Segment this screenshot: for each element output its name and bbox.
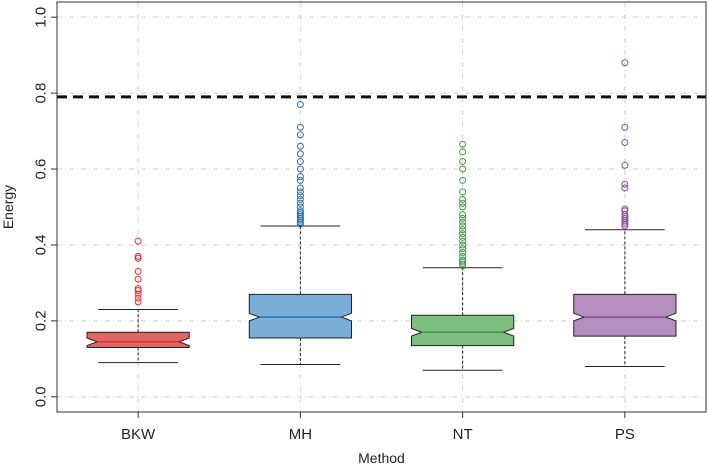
outlier-point-nt: [459, 241, 467, 249]
outlier-point-mh: [296, 131, 304, 139]
outlier-point-nt: [459, 140, 467, 148]
outlier-point-nt: [459, 157, 467, 165]
outlier-point-bkw: [134, 287, 142, 295]
x-tick-label-nt: NT: [453, 426, 473, 443]
outlier-point-mh: [296, 150, 304, 158]
outlier-point-mh: [296, 203, 304, 211]
boxes-layer: [86, 59, 677, 371]
outlier-point-ps: [621, 59, 629, 67]
x-axis-title: Method: [358, 450, 405, 466]
outlier-point-nt: [459, 176, 467, 184]
outlier-point-nt: [459, 199, 467, 207]
outlier-point-ps: [621, 214, 629, 222]
outlier-point-nt: [459, 230, 467, 238]
outlier-point-mh: [296, 101, 304, 108]
x-tick-label-bkw: BKW: [121, 426, 156, 443]
outlier-point-mh: [296, 184, 304, 192]
outlier-point-ps: [621, 184, 629, 192]
outlier-point-mh: [296, 211, 304, 219]
outlier-point-bkw: [134, 285, 142, 293]
outlier-point-ps: [621, 180, 629, 188]
outlier-point-mh: [296, 173, 304, 181]
outlier-point-bkw: [134, 294, 142, 302]
outlier-point-bkw: [134, 268, 142, 276]
outlier-point-mh: [296, 142, 304, 150]
outlier-point-nt: [459, 237, 467, 245]
outlier-point-nt: [459, 188, 467, 196]
outlier-point-nt: [459, 260, 467, 268]
outlier-point-nt: [459, 214, 467, 222]
outlier-point-nt: [459, 148, 467, 156]
grid-layer: [57, 2, 706, 412]
box-group-nt: [411, 140, 515, 371]
outlier-point-mh: [296, 188, 304, 196]
y-tick-label: 0.6: [32, 159, 49, 180]
outlier-point-ps: [621, 161, 629, 169]
y-tick-label: 0.2: [32, 310, 49, 331]
x-tick-label-ps: PS: [615, 426, 635, 443]
outlier-point-mh: [296, 199, 304, 207]
outlier-point-ps: [621, 207, 629, 215]
box-body-ps: [573, 293, 677, 337]
outlier-point-nt: [459, 211, 467, 219]
outlier-point-ps: [621, 205, 629, 213]
axes-layer: 0.0 0.2 0.4 0.6 0.8 1.0 BKW MH NT PS: [32, 1, 707, 443]
y-tick-label: 0.4: [32, 235, 49, 256]
box-body-mh: [248, 293, 352, 339]
box-group-ps: [573, 59, 677, 367]
box-group-mh: [248, 101, 352, 366]
y-axis-title: Energy: [0, 185, 16, 229]
outlier-point-nt: [459, 252, 467, 260]
outlier-point-mh: [296, 192, 304, 200]
outlier-point-nt: [459, 222, 467, 230]
outlier-point-ps: [621, 138, 629, 146]
outlier-point-nt: [459, 256, 467, 264]
outlier-point-ps: [621, 123, 629, 131]
outlier-point-nt: [459, 203, 467, 211]
plot-frame: [56, 1, 707, 413]
y-tick-label: 0.8: [32, 83, 49, 104]
outlier-point-bkw: [134, 252, 142, 260]
outlier-point-mh: [296, 165, 304, 173]
outlier-point-nt: [459, 233, 467, 241]
outlier-point-mh: [296, 195, 304, 203]
y-tick-label: 1.0: [32, 7, 49, 28]
outlier-point-nt: [459, 249, 467, 257]
box-body-bkw: [86, 331, 190, 348]
outlier-point-mh: [296, 123, 304, 131]
outlier-point-bkw: [134, 237, 142, 245]
outlier-point-mh: [296, 176, 304, 184]
outlier-point-mh: [296, 207, 304, 215]
y-tick-label: 0.0: [32, 386, 49, 407]
outlier-point-bkw: [134, 298, 142, 306]
outlier-point-nt: [459, 226, 467, 234]
outlier-point-nt: [459, 245, 467, 253]
box-body-nt: [411, 314, 515, 347]
outlier-point-nt: [459, 218, 467, 226]
outlier-point-nt: [459, 195, 467, 203]
x-tick-label-mh: MH: [289, 426, 312, 443]
outlier-point-mh: [296, 157, 304, 165]
box-group-bkw: [86, 237, 190, 364]
outlier-point-bkw: [134, 275, 142, 283]
outlier-point-nt: [459, 165, 467, 173]
outlier-point-bkw: [134, 254, 142, 262]
